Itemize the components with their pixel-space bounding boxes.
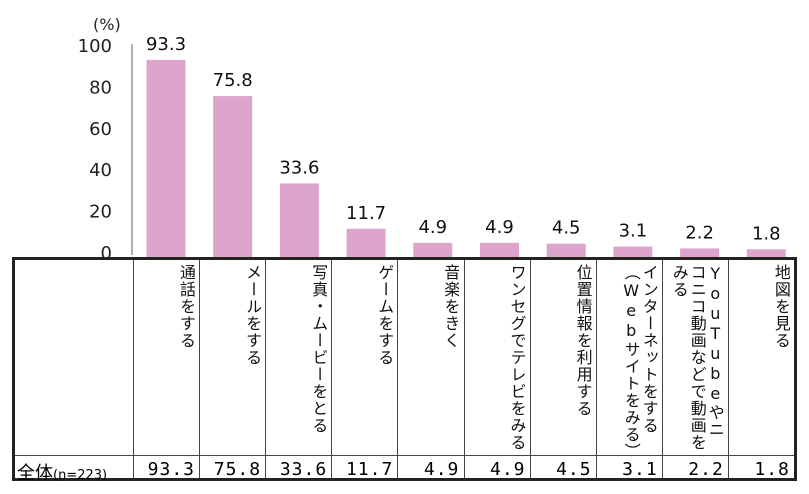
- y-tick-label: 100: [78, 36, 112, 57]
- y-tick-label: 80: [89, 77, 112, 98]
- bar: [413, 242, 453, 257]
- unit-label: (%): [93, 15, 121, 34]
- data-label: 11.7: [346, 203, 386, 224]
- data-label: 3.1: [619, 221, 648, 242]
- y-tick-label: 60: [89, 119, 112, 140]
- bar: [346, 228, 386, 257]
- table-column-divider: [463, 260, 465, 478]
- bar: [279, 183, 319, 257]
- bar: [613, 246, 653, 257]
- data-label: 4.9: [418, 217, 447, 238]
- bar: [213, 96, 253, 258]
- bar: [746, 249, 786, 257]
- row-label: 全体(n=223): [17, 459, 107, 485]
- bar: [680, 248, 720, 257]
- table-column-divider: [331, 260, 333, 478]
- table-value: 4.5: [556, 459, 592, 480]
- category-label: YouTubeやニコニコ動画などで動画をみる: [669, 264, 724, 451]
- table-column-divider: [199, 260, 201, 478]
- category-label: ワンセグでテレビをみる: [507, 264, 526, 451]
- table-column-divider: [661, 260, 663, 478]
- table-column-divider: [727, 260, 729, 478]
- table-value: 33.6: [279, 459, 328, 480]
- table-value: 11.7: [345, 459, 394, 480]
- table-value: 75.8: [213, 459, 262, 480]
- data-label: 2.2: [685, 222, 714, 243]
- row-label-sub: (n=223): [53, 468, 108, 483]
- y-tick-label: 40: [89, 160, 112, 181]
- table-value: 4.9: [423, 459, 460, 480]
- table-column-divider: [265, 260, 267, 478]
- bar: [546, 243, 586, 257]
- table-value: 3.1: [622, 459, 658, 480]
- y-tick-labels: 0 20 40 60 80 100: [78, 36, 112, 260]
- data-label: 1.8: [752, 223, 781, 244]
- table-column-divider: [133, 260, 134, 478]
- table-row-divider: [15, 455, 794, 456]
- bar: [146, 59, 186, 257]
- y-tick-label: 0: [101, 243, 112, 260]
- table-value: 1.8: [754, 459, 790, 480]
- data-label: 4.9: [485, 217, 514, 238]
- data-label: 33.6: [279, 157, 319, 178]
- bar: [480, 242, 519, 257]
- table-column-divider: [397, 260, 399, 478]
- data-table: 通話をする メールをする 写真・ムービーをとる ゲームをする 音楽をきく ワンセグでテレビ…: [12, 257, 797, 484]
- category-label: メールをする: [243, 264, 262, 366]
- data-label: 4.5: [552, 218, 581, 239]
- data-label: 93.3: [146, 34, 186, 55]
- y-tick-label: 20: [89, 202, 112, 223]
- table-column-divider: [595, 260, 597, 478]
- category-label: 音楽をきく: [441, 264, 460, 349]
- data-labels: 93.3 75.8 33.6 11.7 4.9 4.9 4.5 3.1 2.2 1.8: [146, 34, 781, 244]
- category-label: ゲームをする: [375, 264, 394, 366]
- table-value: 2.2: [688, 459, 724, 480]
- row-label-main: 全体: [17, 463, 53, 484]
- table-column-divider: [529, 260, 531, 478]
- category-label: 写真・ムービーをとる: [309, 264, 328, 434]
- category-label: 位置情報を利用する: [573, 264, 592, 417]
- table-value: 93.3: [147, 459, 195, 480]
- category-label: 通話をする: [177, 264, 195, 349]
- bar-chart: (%) 0 20 40 60 80 100 93.3 75.8 33.6 11.7 4.9 4.9 4…: [78, 15, 786, 260]
- category-label: インターネットをする（Webサイトをみる）: [621, 264, 658, 454]
- bars: [146, 59, 786, 258]
- category-label: 地図を見る: [771, 264, 790, 349]
- data-label: 75.8: [213, 70, 253, 91]
- table-value: 4.9: [489, 459, 526, 480]
